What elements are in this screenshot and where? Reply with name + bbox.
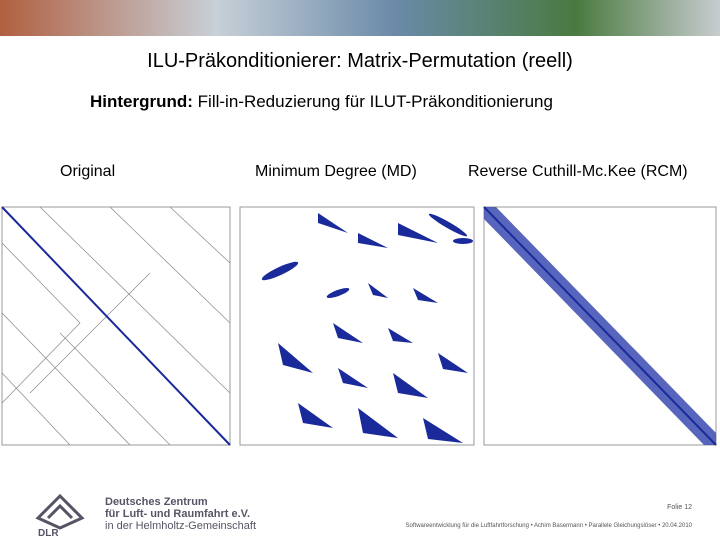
footer-credit: Softwareentwicklung für die Luftfahrtfor… bbox=[405, 523, 692, 529]
logo-line: Deutsches Zentrum bbox=[105, 496, 208, 508]
page-number: Folie 12 bbox=[667, 504, 692, 511]
panel-label: Reverse Cuthill-Mc.Kee (RCM) bbox=[468, 163, 688, 180]
spy-original bbox=[1, 206, 231, 446]
panel-label: Original bbox=[60, 163, 116, 180]
subtitle-label: Hintergrund: bbox=[90, 92, 193, 111]
title: ILU-Präkonditionierer: Matrix-Permutatio… bbox=[147, 50, 573, 72]
logo-text: Deutsches Zentrum für Luft- und Raumfahr… bbox=[105, 496, 256, 532]
logo-line: in der Helmholtz-Gemeinschaft bbox=[105, 520, 257, 532]
spy-md bbox=[239, 206, 475, 446]
logo-mark: DLR bbox=[35, 493, 85, 538]
panel-label: Minimum Degree (MD) bbox=[255, 163, 417, 180]
logo-short: DLR bbox=[38, 528, 59, 538]
header-band bbox=[0, 0, 720, 36]
logo-line: für Luft- und Raumfahrt e.V. bbox=[105, 508, 251, 520]
subtitle-text: Fill-in-Reduzierung für ILUT-Präkonditio… bbox=[197, 92, 553, 111]
subtitle: Hintergrund: Fill-in-Reduzierung für ILU… bbox=[90, 92, 553, 112]
spy-rcm bbox=[483, 206, 717, 446]
